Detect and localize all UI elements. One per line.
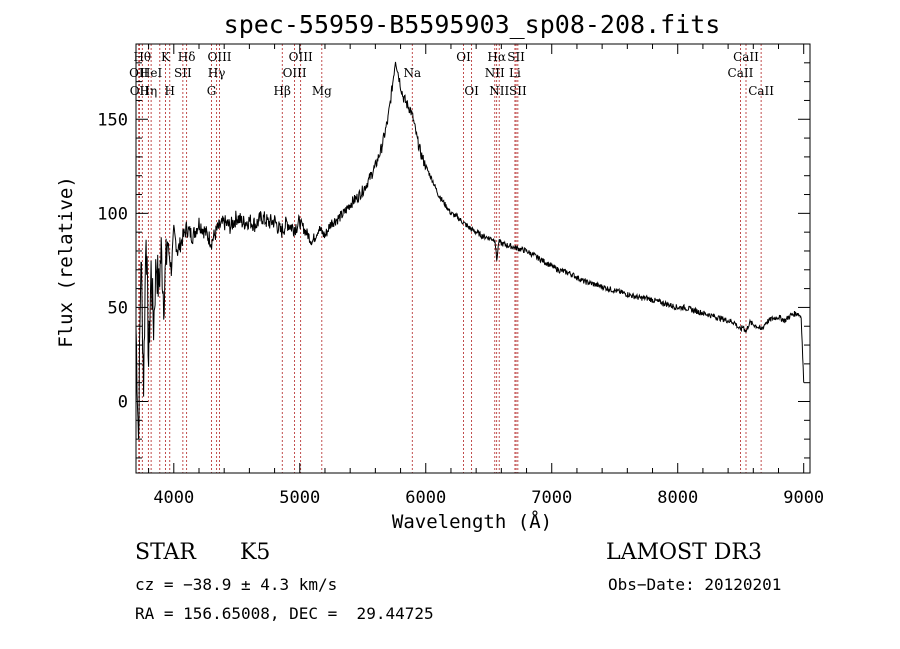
spectral-line-label: CaII <box>748 84 774 98</box>
x-tick-label: 7000 <box>531 488 572 508</box>
x-tick-label: 6000 <box>405 488 446 508</box>
spectral-line-label: NII <box>489 84 509 98</box>
spectrum-line <box>135 61 805 439</box>
y-axis-label: Flux (relative) <box>55 176 77 348</box>
x-axis-ticks: 4000 5000 6000 7000 8000 9000 <box>148 44 824 508</box>
x-axis-label: Wavelength (Å) <box>392 510 552 533</box>
survey-name: LAMOST DR3 <box>606 540 762 565</box>
spectral-line-label: Hβ <box>274 84 291 98</box>
object-subclass: K5 <box>240 540 271 565</box>
spectral-line-label: Hα <box>487 50 506 64</box>
y-tick-label: 150 <box>97 110 128 130</box>
plot-frame <box>135 43 811 474</box>
spectral-line-label: Hδ <box>178 50 196 64</box>
spectral-line-label: Hθ <box>133 50 151 64</box>
spectral-line-label: SII <box>507 50 525 64</box>
coordinates: RA = 156.65008, DEC = 29.44725 <box>135 604 434 623</box>
spectral-line-label: CaII <box>728 66 754 80</box>
spectral-line-label: SII <box>509 84 527 98</box>
y-tick-label: 50 <box>108 298 128 318</box>
spectral-line-label: Mg <box>312 84 332 98</box>
spectral-line-label: Hη <box>140 84 158 98</box>
spectral-line-label: OII <box>130 84 150 98</box>
y-axis-ticks: 0 50 100 150 <box>97 62 810 459</box>
spectral-line-label: SII <box>174 66 192 80</box>
spectral-line-label: Na <box>403 66 421 80</box>
chart-title: spec-55959-B5595903_sp08-208.fits <box>224 10 721 39</box>
spectral-line-label: HeI <box>140 66 163 80</box>
y-tick-label: 100 <box>97 204 128 224</box>
x-tick-label: 8000 <box>657 488 698 508</box>
x-tick-label: 5000 <box>279 488 320 508</box>
spectral-line-label: OI <box>464 84 479 98</box>
spectral-line-label: CaII <box>733 50 759 64</box>
spectral-line-label: OIII <box>289 50 313 64</box>
spectral-line-label: OII <box>129 66 149 80</box>
y-tick-label: 0 <box>118 393 128 413</box>
spectral-line-label: OIII <box>207 50 231 64</box>
observation-date: Obs−Date: 20120201 <box>608 575 782 594</box>
spectral-line-label: H <box>165 84 175 98</box>
spectral-line-label: Li <box>509 66 521 80</box>
spectral-line-labels: OII OII Hθ Hη HeI K H SII Hδ G Hγ OIII Hβ OIII OIII Mg N… <box>129 50 774 98</box>
spectral-line-label: K <box>161 50 171 64</box>
object-class: STAR <box>135 540 196 565</box>
x-tick-label: 9000 <box>783 488 824 508</box>
spectral-line-label: G <box>207 84 217 98</box>
x-tick-label: 4000 <box>153 488 194 508</box>
spectral-line-label: OI <box>456 50 471 64</box>
spectral-line-label: Hγ <box>208 66 226 80</box>
spectral-line-markers <box>138 44 762 473</box>
spectral-line-label: NII <box>485 66 505 80</box>
redshift-value: cz = −38.9 ± 4.3 km/s <box>135 575 338 594</box>
spectral-line-label: OIII <box>283 66 307 80</box>
